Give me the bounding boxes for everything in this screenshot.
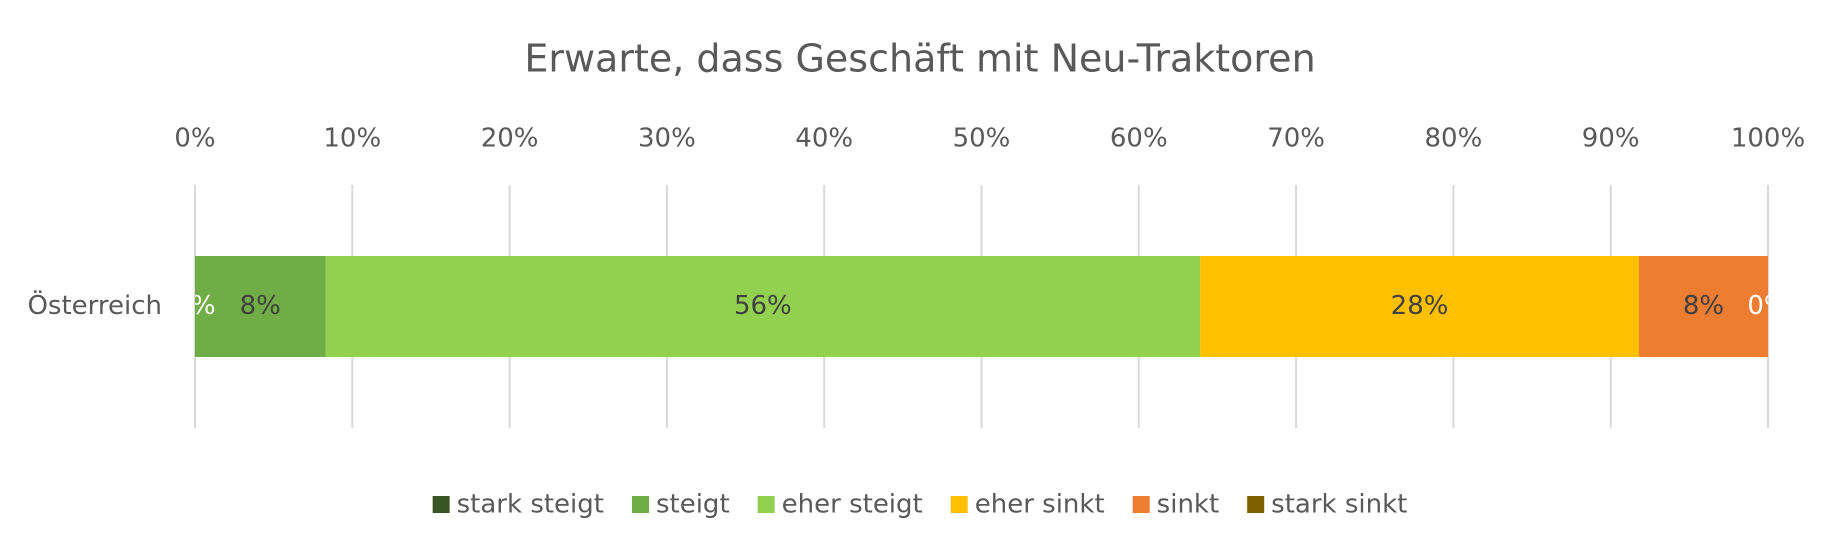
legend-label: eher sinkt [975, 490, 1105, 520]
x-tick-label: 20% [481, 124, 539, 154]
x-tick-label: 50% [953, 124, 1011, 154]
legend-item: stark sinkt [1247, 490, 1407, 520]
legend-label: stark steigt [457, 490, 604, 520]
legend-swatch [631, 496, 649, 513]
legend-item: eher sinkt [950, 490, 1105, 520]
legend-swatch [950, 496, 968, 513]
legend-swatch [757, 496, 775, 513]
legend-swatch [432, 496, 450, 513]
legend-swatch [1132, 496, 1150, 513]
data-label: 8% [240, 291, 281, 321]
bar-segment [195, 256, 326, 357]
x-tick-label: 0% [174, 124, 215, 154]
legend-item: steigt [631, 490, 730, 520]
data-label: 28% [1391, 291, 1449, 321]
x-tick-label: 90% [1582, 124, 1640, 154]
x-tick-label: 80% [1425, 124, 1483, 154]
data-label: 56% [734, 291, 792, 321]
data-label: 0% [1747, 291, 1788, 321]
data-label: 0% [174, 291, 215, 321]
chart-title: Erwarte, dass Geschäft mit Neu-Traktoren [524, 37, 1315, 81]
y-tick-label: Österreich [27, 289, 162, 321]
legend-label: eher steigt [782, 490, 923, 520]
legend-item: eher steigt [757, 490, 923, 520]
x-tick-label: 10% [323, 124, 381, 154]
x-tick-label: 40% [795, 124, 853, 154]
legend-item: sinkt [1132, 490, 1220, 520]
legend-item: stark steigt [432, 490, 604, 520]
data-labels: 0% 8% 56% 28% 8% 0% [174, 291, 1788, 321]
x-tick-label: 30% [638, 124, 696, 154]
data-label: 8% [1683, 291, 1724, 321]
legend-swatch [1247, 496, 1265, 513]
bar-segment [325, 256, 1201, 357]
legend-label: stark sinkt [1271, 490, 1407, 520]
x-tick-label: 60% [1110, 124, 1168, 154]
x-tick-label: 100% [1731, 124, 1805, 154]
x-tick-label: 70% [1267, 124, 1325, 154]
bar-segment [1639, 256, 1768, 357]
legend-label: sinkt [1157, 490, 1220, 520]
legend-label: steigt [656, 490, 730, 520]
bar-segment [1200, 256, 1640, 357]
